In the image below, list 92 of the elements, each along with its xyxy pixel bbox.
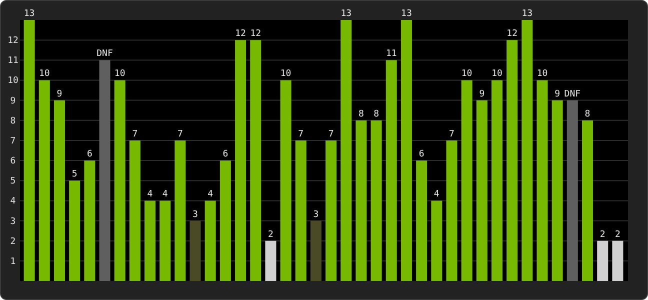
bar [370, 120, 382, 281]
bar [174, 140, 186, 281]
data-label: 13 [24, 9, 35, 19]
bar [386, 60, 397, 281]
data-label: 8 [374, 109, 380, 120]
bar [416, 160, 428, 281]
y-tick-label: 8 [10, 116, 16, 126]
bar [114, 80, 126, 281]
bar [446, 140, 458, 281]
bar [250, 40, 262, 281]
bar [491, 80, 502, 281]
data-label: 4 [147, 190, 153, 200]
data-label: 8 [358, 109, 364, 120]
data-label: 2 [600, 230, 606, 240]
data-label: 7 [449, 129, 454, 140]
bar [99, 60, 110, 281]
data-label: 8 [584, 109, 590, 120]
data-label: 12 [235, 29, 246, 40]
data-label: 7 [298, 129, 304, 140]
data-label: 4 [208, 190, 214, 200]
bar [597, 240, 608, 281]
bar [522, 20, 533, 281]
bar [310, 220, 322, 281]
bar [295, 140, 306, 281]
y-tick-label: 7 [10, 136, 16, 146]
data-label: 13 [522, 9, 533, 19]
data-label: 10 [461, 69, 472, 80]
y-tick-label: 3 [10, 216, 16, 227]
bar [431, 200, 442, 281]
bar [582, 120, 594, 281]
bar [612, 240, 624, 281]
data-label: 3 [192, 210, 198, 220]
bar [326, 140, 337, 281]
data-label: 4 [162, 190, 168, 200]
bar [235, 40, 246, 281]
y-tick-label: 12 [8, 36, 18, 46]
bar [461, 80, 472, 281]
data-label: 5 [72, 170, 78, 180]
bar [38, 80, 50, 281]
bar [340, 20, 352, 281]
data-label: 7 [328, 129, 334, 140]
data-label: 6 [418, 150, 424, 160]
bar [476, 100, 488, 281]
bar [552, 100, 563, 281]
y-tick-label: 1 [10, 256, 16, 267]
bar [69, 180, 80, 281]
data-label: 12 [250, 29, 262, 40]
y-tick-label: 9 [10, 96, 16, 106]
bar [204, 200, 216, 281]
data-label: 10 [114, 69, 126, 80]
data-label: 13 [401, 9, 412, 19]
data-label: 10 [536, 69, 548, 80]
data-label: 4 [434, 190, 440, 200]
bar [190, 220, 201, 281]
bar [144, 200, 156, 281]
bar [265, 240, 276, 281]
data-label: 11 [386, 49, 397, 60]
data-label: DNF [96, 49, 113, 60]
bar [400, 20, 412, 281]
bar [24, 20, 35, 281]
data-label: 12 [506, 29, 518, 40]
data-label: 9 [56, 89, 62, 100]
data-label: 10 [492, 69, 502, 80]
y-tick-label: 4 [10, 196, 16, 207]
y-tick-label: 6 [10, 156, 16, 167]
data-label: 7 [177, 129, 183, 140]
bar [160, 200, 171, 281]
bar [129, 140, 140, 281]
y-tick-label: 5 [10, 176, 16, 187]
data-label: 2 [614, 230, 620, 240]
bar [54, 100, 65, 281]
bar [220, 160, 231, 281]
y-tick-label: 10 [8, 76, 18, 86]
data-label: 13 [340, 9, 352, 19]
data-label: 6 [86, 150, 92, 160]
data-label: 10 [280, 69, 292, 80]
y-tick-label: 2 [10, 236, 16, 247]
bar [536, 80, 548, 281]
data-label: DNF [564, 89, 581, 100]
data-label: 9 [479, 89, 485, 100]
bar [506, 40, 518, 281]
data-label: 7 [132, 129, 138, 140]
data-label: 10 [38, 69, 50, 80]
data-label: 3 [313, 210, 319, 220]
bar [84, 160, 96, 281]
bar [566, 100, 578, 281]
bar [356, 120, 367, 281]
data-label: 2 [268, 230, 274, 240]
data-label: 6 [222, 150, 228, 160]
data-label: 9 [554, 89, 560, 100]
bar [280, 80, 292, 281]
y-tick-label: 11 [8, 56, 18, 66]
